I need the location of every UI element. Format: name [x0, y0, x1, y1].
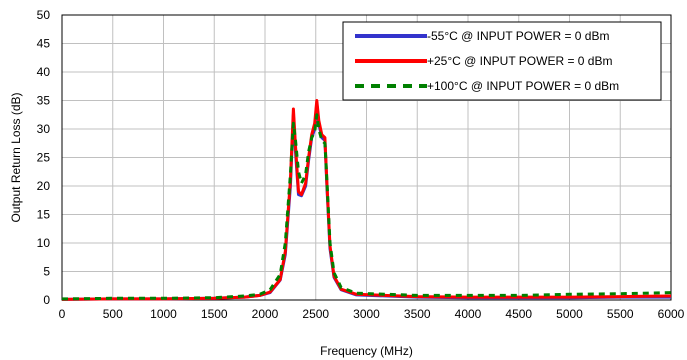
y-tick-label: 50 [37, 8, 51, 22]
y-tick-label: 0 [43, 293, 50, 307]
x-tick-label: 5000 [556, 307, 583, 321]
y-tick-label: 25 [37, 151, 51, 165]
legend-label-2: +25°C @ INPUT POWER = 0 dBm [427, 54, 612, 68]
x-tick-label: 4000 [455, 307, 482, 321]
tick-labels: 0 500 1000 1500 2000 2500 3000 3500 4000 4500 5000… [37, 8, 685, 321]
x-tick-label: 4500 [505, 307, 532, 321]
series-lines [61, 99, 672, 301]
legend-label-3: +100°C @ INPUT POWER = 0 dBm [427, 79, 619, 93]
legend-label-1: -55°C @ INPUT POWER = 0 dBm [427, 29, 609, 43]
y-tick-label: 30 [37, 122, 51, 136]
y-tick-label: 10 [37, 236, 51, 250]
series-line-3 [61, 113, 672, 301]
y-tick-label: 45 [37, 37, 51, 51]
y-tick-label: 20 [37, 179, 51, 193]
x-tick-label: 5500 [607, 307, 634, 321]
x-axis-title: Frequency (MHz) [320, 344, 413, 358]
x-tick-label: 1000 [150, 307, 177, 321]
x-tick-label: 3000 [353, 307, 380, 321]
x-tick-label: 2500 [302, 307, 329, 321]
x-tick-label: 1500 [201, 307, 228, 321]
x-tick-label: 3500 [404, 307, 431, 321]
x-tick-label: 2000 [252, 307, 279, 321]
y-tick-label: 15 [37, 208, 51, 222]
legend: -55°C @ INPUT POWER = 0 dBm +25°C @ INPUT… [342, 21, 662, 101]
y-tick-label: 35 [37, 94, 51, 108]
y-tick-label: 40 [37, 65, 51, 79]
y-tick-label: 5 [43, 265, 50, 279]
plot-area [61, 14, 672, 301]
x-tick-label: 500 [103, 307, 123, 321]
x-tick-label: 0 [59, 307, 66, 321]
y-axis-title: Output Return Loss (dB) [9, 92, 23, 222]
x-tick-label: 6000 [658, 307, 685, 321]
